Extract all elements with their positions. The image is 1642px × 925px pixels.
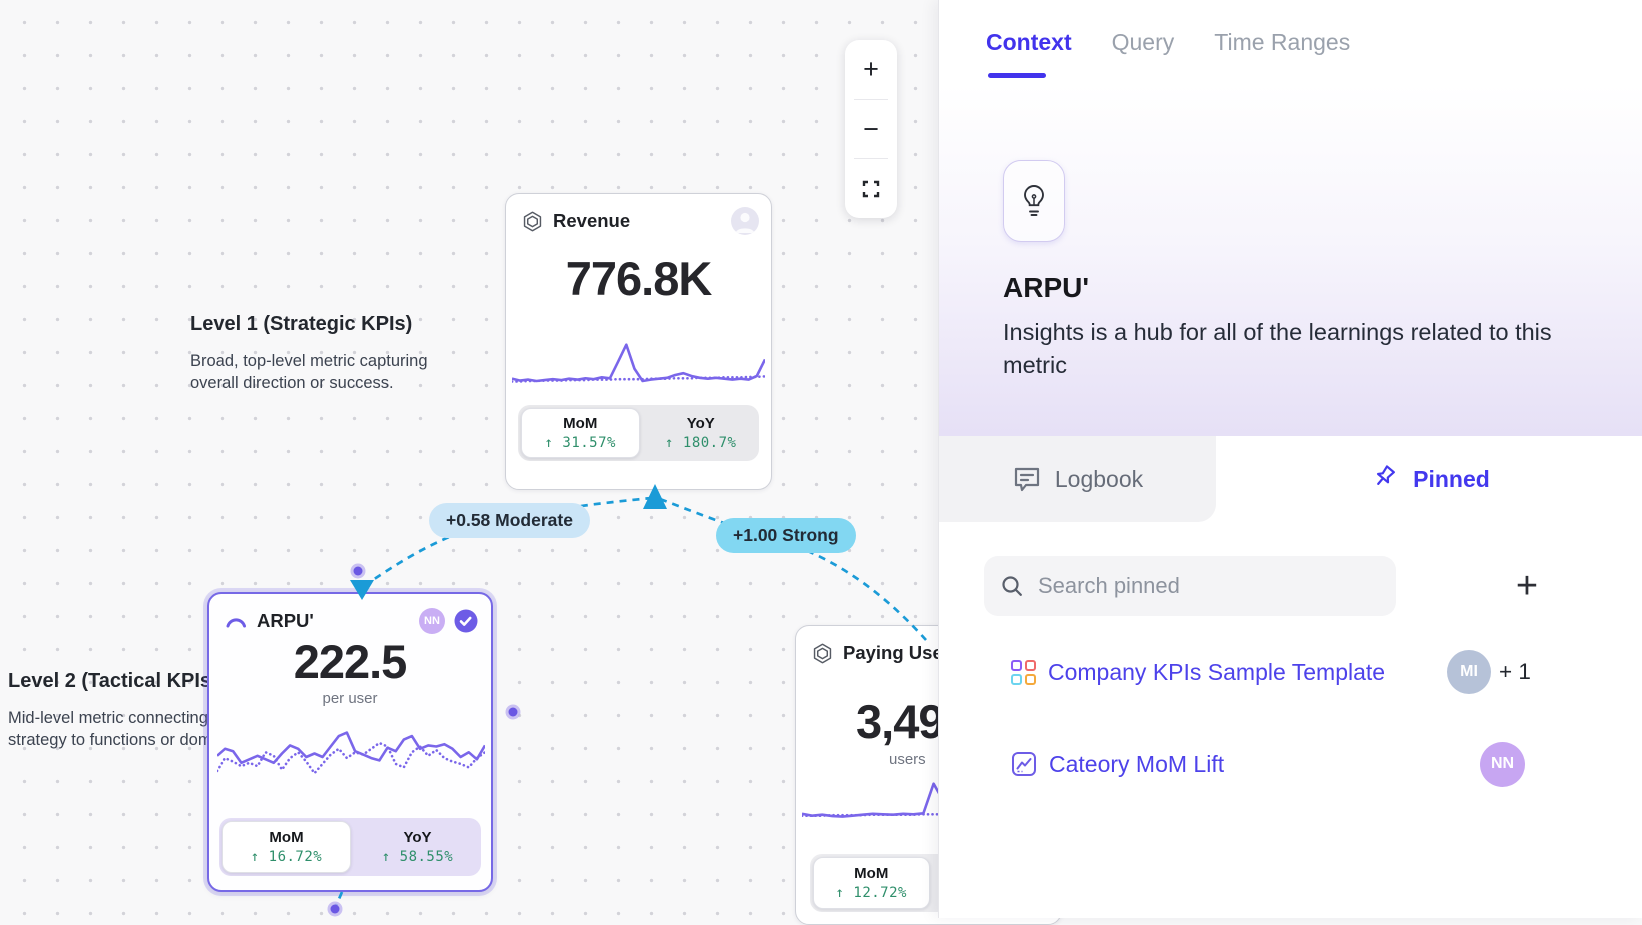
- level-1-annotation: Level 1 (Strategic KPIs) Broad, top-leve…: [190, 313, 428, 394]
- context-side-panel: Context Query Time Ranges ARPU' Insights…: [938, 0, 1642, 918]
- pinned-item-label: Cateory MoM Lift: [1049, 750, 1225, 777]
- card-title: Paying Users': [843, 642, 965, 663]
- edge-handle-dot[interactable]: [505, 704, 521, 720]
- active-tab-underline: [988, 73, 1046, 78]
- yoy-toggle[interactable]: YoY ↑ 58.55%: [381, 829, 454, 865]
- correlation-label-moderate[interactable]: +0.58 Moderate: [429, 503, 590, 538]
- yoy-toggle[interactable]: YoY ↑ 180.7%: [665, 415, 737, 451]
- divider: [854, 158, 888, 160]
- pin-icon: [1377, 465, 1396, 485]
- owner-avatar[interactable]: [731, 207, 759, 235]
- extra-collaborators-count: + 1: [1499, 659, 1531, 684]
- edge-handle-dot[interactable]: [327, 901, 343, 917]
- panel-tab-bar: Context Query Time Ranges: [939, 0, 1642, 84]
- canvas-zoom-toolbar: + −: [845, 40, 897, 218]
- divider: [854, 98, 888, 100]
- level-2-title: Level 2 (Tactical KPIs: [8, 670, 212, 692]
- pinned-item-category-mom-lift[interactable]: Cateory MoM Lift NN: [939, 740, 1642, 788]
- logbook-pinned-tabs: Logbook Pinned: [939, 436, 1642, 522]
- collaborator-avatar[interactable]: NN: [419, 608, 445, 634]
- metric-description: Insights is a hub for all of the learnin…: [1003, 319, 1552, 378]
- tab-query[interactable]: Query: [1111, 28, 1175, 55]
- period-toggle: MoM ↑ 31.57% YoY ↑ 180.7%: [518, 405, 759, 461]
- chart-icon: [1012, 752, 1036, 776]
- metric-value: 3,49: [856, 695, 944, 748]
- hexagon-metric-icon: [523, 211, 542, 231]
- avatar-nn[interactable]: NN: [1480, 741, 1525, 787]
- level-1-desc-line2: overall direction or success.: [190, 374, 394, 392]
- mom-toggle[interactable]: MoM ↑ 12.72%: [813, 857, 930, 909]
- mom-toggle[interactable]: MoM ↑ 31.57%: [521, 408, 640, 458]
- level-2-desc-line2: strategy to functions or doma: [8, 731, 221, 749]
- pinned-search-row: +: [939, 556, 1642, 616]
- metric-card-revenue[interactable]: Revenue 776.8K MoM ↑ 31.57% YoY ↑ 180.7%: [505, 193, 772, 490]
- correlation-label-strong[interactable]: +1.00 Strong: [716, 518, 856, 553]
- metric-value: 222.5: [293, 635, 408, 688]
- edge-arpu-down[interactable]: [334, 891, 344, 907]
- tab-logbook-label: Logbook: [1054, 465, 1144, 492]
- level-1-title: Level 1 (Strategic KPIs): [190, 313, 413, 335]
- metric-title: ARPU': [1003, 272, 1089, 303]
- card-title: ARPU': [257, 610, 314, 631]
- search-pinned-input[interactable]: [1038, 573, 1380, 599]
- tab-time-ranges[interactable]: Time Ranges: [1214, 28, 1351, 55]
- avatar-mi[interactable]: MI: [1447, 650, 1491, 694]
- edge-handle-dot[interactable]: [350, 563, 366, 579]
- pinned-item-label: Company KPIs Sample Template: [1048, 658, 1386, 685]
- template-grid-icon: [1011, 659, 1036, 685]
- tab-pinned[interactable]: Pinned: [1216, 436, 1642, 522]
- level-2-desc-line1: Mid-level metric connecting: [8, 709, 208, 727]
- revenue-sparkline: [512, 343, 765, 383]
- metric-unit: per user: [322, 690, 378, 707]
- card-title: Revenue: [553, 210, 631, 231]
- pinned-item-company-kpis[interactable]: Company KPIs Sample Template MI + 1: [939, 648, 1642, 696]
- arpu-sparkline: [217, 731, 485, 776]
- tab-context[interactable]: Context: [986, 28, 1072, 55]
- tab-logbook[interactable]: Logbook: [939, 436, 1216, 522]
- tab-pinned-label: Pinned: [1413, 465, 1490, 492]
- hexagon-metric-icon: [813, 643, 832, 663]
- level-2-annotation: Level 2 (Tactical KPIs Mid-level metric …: [8, 670, 221, 751]
- metric-unit: users: [889, 751, 926, 768]
- mom-toggle[interactable]: MoM ↑ 16.72%: [222, 821, 351, 873]
- fullscreen-icon: [862, 180, 880, 197]
- search-box[interactable]: [984, 556, 1396, 616]
- fit-view-button[interactable]: [845, 159, 897, 218]
- zoom-out-button[interactable]: −: [845, 100, 897, 159]
- insight-icon-tile: [1003, 160, 1065, 242]
- verified-badge-icon: [454, 609, 478, 633]
- period-toggle: MoM ↑ 16.72% YoY ↑ 58.55%: [219, 818, 481, 876]
- arc-metric-icon: [226, 618, 246, 628]
- metric-context-header: ARPU' Insights is a hub for all of the l…: [939, 84, 1642, 436]
- lightbulb-icon: [1024, 185, 1044, 216]
- metric-card-arpu[interactable]: ARPU' NN 222.5 per user MoM ↑ 16.72% YoY…: [207, 592, 493, 892]
- logbook-comment-icon: [1014, 467, 1039, 491]
- metric-value: 776.8K: [565, 252, 713, 305]
- search-icon: [1002, 576, 1022, 596]
- level-1-desc-line1: Broad, top-level metric capturing: [190, 352, 428, 370]
- add-pinned-button[interactable]: +: [1505, 558, 1549, 614]
- zoom-in-button[interactable]: +: [845, 40, 897, 99]
